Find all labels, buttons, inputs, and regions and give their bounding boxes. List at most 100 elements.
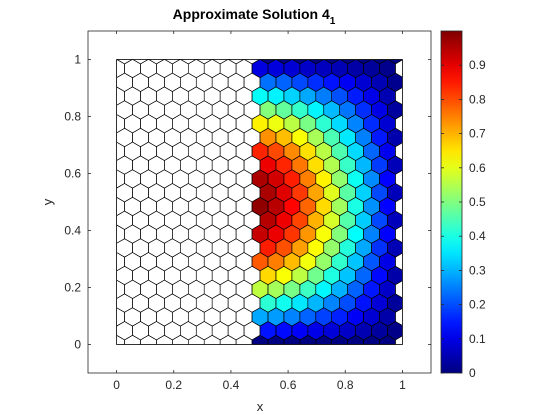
- mesh-cell-colored: [315, 59, 332, 78]
- mesh-cell-colored: [275, 128, 292, 147]
- mesh-cell: [220, 59, 237, 78]
- mesh-cell-colored: [331, 335, 348, 345]
- mesh-cell-colored: [387, 238, 403, 258]
- mesh-cell: [180, 59, 196, 64]
- mesh-cell: [212, 183, 229, 202]
- mesh-cell: [180, 155, 197, 175]
- mesh-cell: [180, 321, 197, 340]
- mesh-cell-colored: [283, 307, 300, 327]
- x-tick-label: 0.2: [165, 378, 182, 392]
- mesh-cell: [156, 252, 173, 271]
- mesh-cell: [148, 59, 165, 64]
- mesh-cell-colored: [267, 142, 284, 161]
- mesh-cell-colored: [371, 73, 388, 92]
- mesh-cell: [116, 335, 125, 345]
- y-tick-label: 0.6: [64, 167, 81, 181]
- mesh-cell: [180, 100, 197, 120]
- x-tick-label: 0.4: [223, 378, 240, 392]
- mesh-cell: [116, 211, 133, 230]
- mesh-cell: [156, 307, 173, 327]
- mesh-cell-colored: [371, 155, 388, 175]
- mesh-cell-edge: [116, 59, 133, 65]
- mesh-cell-edge: [211, 59, 229, 65]
- mesh-cell-colored: [371, 100, 388, 120]
- mesh-cell-edge: [323, 59, 340, 65]
- mesh-cell-colored: [347, 142, 364, 161]
- mesh-cell: [220, 307, 237, 327]
- mesh-cell: [164, 128, 181, 147]
- mesh-cell-colored: [323, 266, 340, 285]
- mesh-cell: [236, 280, 253, 299]
- mesh-cell: [196, 321, 213, 340]
- mesh-cell: [156, 59, 173, 78]
- mesh-cell-colored: [331, 86, 348, 106]
- mesh-cell-colored: [371, 321, 388, 340]
- x-tick-label: 0.6: [280, 378, 297, 392]
- mesh-cell: [204, 280, 221, 299]
- mesh-cell-colored: [347, 224, 364, 244]
- mesh-cell: [132, 321, 149, 340]
- mesh-cell: [236, 59, 253, 78]
- mesh-cell-colored: [331, 252, 348, 271]
- mesh-cell: [196, 293, 213, 313]
- mesh-cell: [172, 224, 189, 244]
- mesh-cell-colored: [323, 321, 340, 340]
- mesh-cell-colored: [379, 307, 396, 327]
- mesh-cell-colored: [363, 252, 380, 271]
- mesh-cell-colored: [355, 321, 372, 340]
- mesh-cell: [244, 211, 260, 230]
- mesh-cell-colored: [267, 114, 284, 133]
- mesh-cell-colored: [379, 280, 396, 299]
- mesh-cell: [164, 321, 181, 340]
- mesh-cell-colored: [252, 307, 268, 327]
- mesh-cell-colored: [355, 293, 372, 313]
- x-axis-label: x: [257, 399, 264, 414]
- mesh-cell-colored: [283, 169, 300, 189]
- mesh-cell-colored: [363, 335, 380, 345]
- y-tick-label: 0.2: [64, 281, 81, 295]
- mesh-cell: [212, 238, 229, 258]
- mesh-cell: [132, 183, 149, 202]
- mesh-cell: [395, 170, 403, 188]
- mesh-cell: [172, 169, 189, 189]
- mesh-cell-colored: [283, 280, 300, 299]
- mesh-cell: [124, 224, 141, 244]
- mesh-cell: [116, 280, 125, 299]
- mesh-cell: [244, 293, 260, 313]
- mesh-cell-colored: [331, 280, 348, 299]
- mesh-cell: [116, 238, 133, 258]
- mesh-cell-colored: [260, 155, 276, 175]
- mesh-cell: [116, 169, 125, 189]
- mesh-cell: [132, 238, 149, 258]
- mesh-cell-colored: [379, 142, 396, 161]
- mesh-cell: [220, 86, 237, 106]
- colorbar-tick-label: 0.2: [469, 298, 486, 312]
- mesh-cell-colored: [267, 280, 284, 299]
- mesh-cell: [204, 307, 221, 327]
- mesh-cell-colored: [291, 321, 308, 340]
- mesh-cell-colored: [299, 280, 316, 299]
- mesh-cell-colored: [283, 197, 300, 216]
- mesh-cell-colored: [355, 73, 372, 92]
- colorbar: 0 0.1 0.2 0.3 0.4 0.5 0.6 0.7 0.8 0.9: [440, 30, 486, 380]
- mesh-cell: [180, 73, 197, 92]
- mesh-cell: [124, 169, 141, 189]
- mesh-cell: [244, 266, 260, 285]
- mesh-cell-colored: [291, 100, 308, 120]
- mesh-cell-colored: [299, 224, 316, 244]
- colorbar-tick-label: 0.6: [469, 161, 486, 175]
- mesh-cell: [180, 238, 197, 258]
- mesh-cell: [188, 224, 205, 244]
- mesh-cell-colored: [291, 183, 308, 202]
- mesh-cell-colored: [307, 266, 324, 285]
- mesh-cell: [180, 211, 197, 230]
- mesh-cell: [196, 73, 213, 92]
- mesh-cell: [188, 169, 205, 189]
- mesh-cell: [204, 59, 221, 78]
- mesh-cell: [172, 142, 189, 161]
- mesh-cell-edge: [355, 59, 372, 65]
- mesh-cell: [124, 142, 141, 161]
- mesh-cell: [212, 266, 229, 285]
- mesh-cell: [212, 155, 229, 175]
- mesh-cell-colored: [260, 238, 276, 258]
